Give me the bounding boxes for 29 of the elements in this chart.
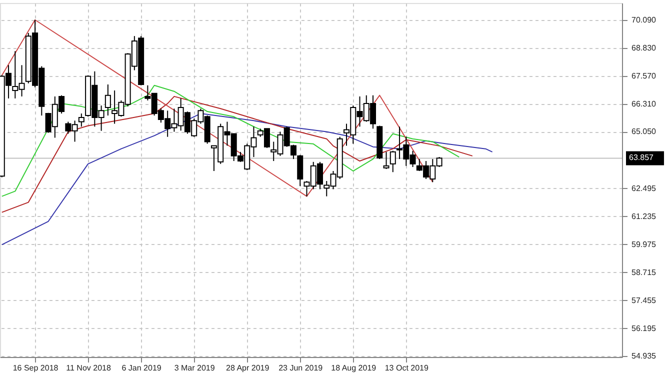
x-tick-label: 6 Jan 2019 [122, 364, 162, 372]
y-tick-label: 54.935 [632, 352, 657, 361]
y-tick-label: 58.715 [632, 268, 657, 277]
x-tick-label: 18 Aug 2019 [331, 364, 377, 372]
y-tick-label: 61.235 [632, 212, 657, 221]
candlestick [78, 113, 84, 128]
line-series [1, 19, 434, 197]
line-series [1, 84, 460, 197]
y-tick-label: 56.195 [632, 324, 657, 333]
candlestick [390, 150, 396, 173]
y-tick-label: 62.495 [632, 184, 657, 193]
candlestick [297, 154, 304, 187]
candlestick [383, 151, 390, 170]
x-tick-label: 13 Oct 2019 [384, 364, 429, 372]
y-tick-label: 68.830 [632, 43, 657, 52]
x-tick-label: 3 Mar 2019 [174, 364, 216, 372]
line-series [1, 113, 493, 246]
x-tick-label: 11 Nov 2018 [66, 364, 112, 372]
ref-line-label: 63.857 [629, 153, 654, 162]
x-tick-label: 28 Apr 2019 [226, 364, 270, 372]
x-tick-label: 23 Jun 2019 [278, 364, 324, 372]
candlestick [104, 84, 111, 116]
y-tick-label: 66.310 [632, 99, 657, 108]
y-tick-label: 70.090 [632, 15, 657, 24]
y-tick-label: 59.975 [632, 240, 657, 249]
x-tick-label: 16 Sep 2018 [12, 364, 59, 372]
y-tick-label: 57.455 [632, 296, 657, 305]
y-tick-label: 67.570 [632, 71, 657, 80]
y-tick-label: 65.050 [632, 127, 657, 136]
